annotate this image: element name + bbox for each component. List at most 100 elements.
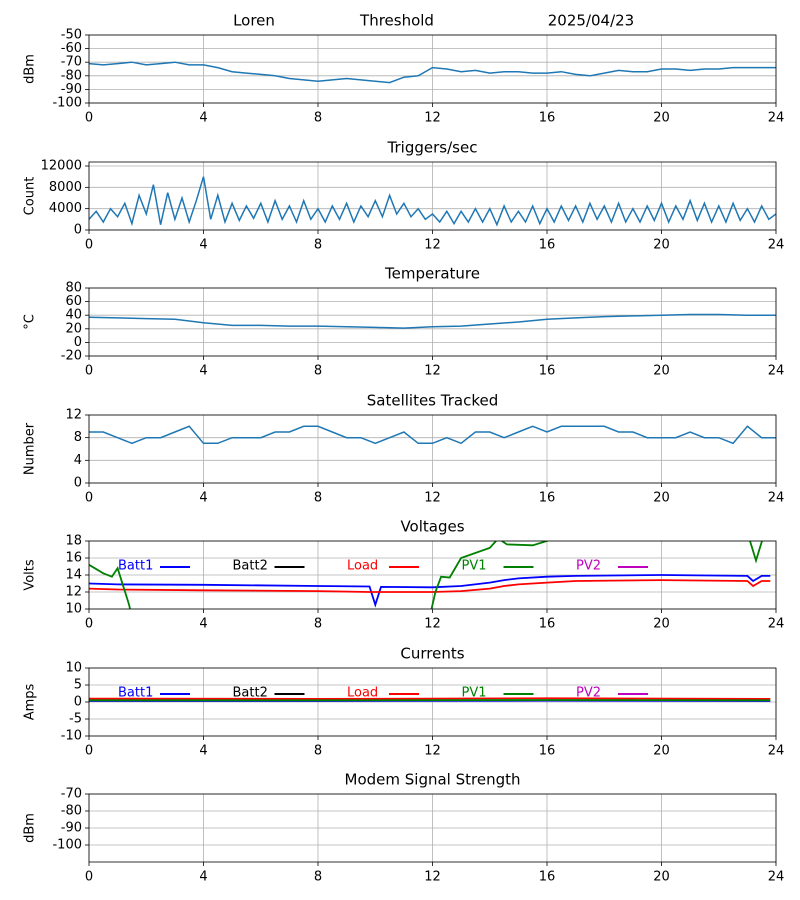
y-tick-label: 10 <box>65 602 82 617</box>
axes-frame <box>88 34 777 104</box>
y-tick-label: -90 <box>61 82 82 97</box>
y-axis-label: dBm <box>23 54 38 84</box>
y-tick-label: -70 <box>61 55 82 70</box>
y-tick-label: -5 <box>69 712 82 727</box>
chart-title: 2025/04/23 <box>548 12 634 30</box>
legend-label: Batt1 <box>118 686 153 701</box>
y-tick-label: -70 <box>61 787 82 802</box>
chart-title: Currents <box>400 645 464 663</box>
panel: Loren Threshold 2025/04/23 dBm 0 4 8 12 16 20 24 -5… <box>23 12 785 126</box>
x-tick-label: 8 <box>314 870 322 885</box>
x-tick-label: 12 <box>424 870 441 885</box>
x-tick-label: 12 <box>424 238 441 253</box>
legend-label: Load <box>347 686 378 701</box>
x-tick-label: 8 <box>314 491 322 506</box>
y-tick-label: 8 <box>74 430 82 445</box>
data-line <box>89 579 771 593</box>
y-tick-label: 0 <box>74 695 82 710</box>
chart-title: Threshold <box>359 12 434 30</box>
legend-label: PV2 <box>576 686 601 701</box>
x-tick-label: 20 <box>653 364 670 379</box>
x-tick-label: 8 <box>314 238 322 253</box>
panel: Voltages Volts 0 4 8 12 16 20 24 10 12 14 16 18 Batt1 B… <box>23 518 785 632</box>
x-tick-label: 4 <box>199 870 207 885</box>
y-axis-label: Number <box>23 422 38 475</box>
y-tick-label: -80 <box>61 68 82 83</box>
legend-label: PV2 <box>576 559 601 574</box>
y-tick-label: 16 <box>65 551 82 566</box>
x-tick-label: 4 <box>199 364 207 379</box>
x-tick-label: 0 <box>85 744 93 759</box>
axes-frame <box>88 793 777 863</box>
y-axis-label: Count <box>23 177 38 216</box>
y-tick-label: 60 <box>65 294 82 309</box>
legend-label: PV1 <box>462 686 487 701</box>
axes-frame <box>88 161 777 231</box>
legend-label: Batt2 <box>233 686 268 701</box>
y-tick-label: 5 <box>74 678 82 693</box>
y-tick-label: 4 <box>74 453 82 468</box>
y-tick-label: 40 <box>65 308 82 323</box>
y-axis-label: Volts <box>23 559 38 591</box>
y-tick-label: 18 <box>65 534 82 549</box>
x-tick-label: 20 <box>653 744 670 759</box>
x-tick-label: 24 <box>768 238 785 253</box>
data-line <box>89 697 771 700</box>
chart-title: Temperature <box>384 265 480 283</box>
panel: Currents Amps 0 4 8 12 16 20 24 -10 -5 0 5 10 Batt1 Bat… <box>23 645 785 759</box>
x-tick-label: 4 <box>199 744 207 759</box>
chart-title: Voltages <box>400 518 464 536</box>
y-tick-label: -20 <box>61 349 82 364</box>
data-line <box>89 541 763 609</box>
y-axis-label: dBm <box>23 813 38 843</box>
y-tick-label: 0 <box>74 223 82 238</box>
x-tick-label: 16 <box>539 238 556 253</box>
legend-label: PV1 <box>462 559 487 574</box>
x-tick-label: 24 <box>768 111 785 126</box>
data-line <box>89 574 771 608</box>
y-tick-label: -60 <box>61 41 82 56</box>
x-tick-label: 24 <box>768 617 785 632</box>
chart-title: Satellites Tracked <box>367 392 498 410</box>
y-tick-label: -80 <box>61 804 82 819</box>
y-tick-label: -90 <box>61 821 82 836</box>
x-tick-label: 4 <box>199 238 207 253</box>
x-tick-label: 16 <box>539 364 556 379</box>
x-tick-label: 12 <box>424 364 441 379</box>
y-tick-label: -50 <box>61 28 82 43</box>
x-tick-label: 8 <box>314 364 322 379</box>
y-tick-label: 20 <box>65 321 82 336</box>
x-tick-label: 24 <box>768 744 785 759</box>
x-tick-label: 24 <box>768 491 785 506</box>
x-tick-label: 24 <box>768 870 785 885</box>
y-tick-label: 8000 <box>49 180 82 195</box>
chart-title: Modem Signal Strength <box>345 771 521 789</box>
x-tick-label: 12 <box>424 111 441 126</box>
y-tick-label: 4000 <box>49 201 82 216</box>
x-tick-label: 0 <box>85 870 93 885</box>
x-tick-label: 16 <box>539 491 556 506</box>
x-tick-label: 20 <box>653 111 670 126</box>
x-tick-label: 8 <box>314 744 322 759</box>
data-line <box>89 61 776 84</box>
axes-frame <box>88 287 777 357</box>
chart-title: Loren <box>233 12 275 30</box>
x-tick-label: 0 <box>85 111 93 126</box>
panel: Triggers/sec Count 0 4 8 12 16 20 24 0 4000 8000 120… <box>23 139 785 253</box>
x-tick-label: 4 <box>199 491 207 506</box>
y-axis-label: °C <box>23 314 38 330</box>
data-line <box>89 425 776 445</box>
y-axis-label: Amps <box>23 683 38 720</box>
panel: Modem Signal Strength dBm 0 4 8 12 16 20 24 -70 -8… <box>23 771 785 885</box>
x-tick-label: 0 <box>85 238 93 253</box>
x-tick-label: 16 <box>539 617 556 632</box>
y-tick-label: -10 <box>61 729 82 744</box>
y-tick-label: -100 <box>52 838 82 853</box>
x-tick-label: 16 <box>539 870 556 885</box>
x-tick-label: 8 <box>314 617 322 632</box>
x-tick-label: 12 <box>424 617 441 632</box>
data-line <box>89 176 776 227</box>
data-line <box>89 313 776 329</box>
y-tick-label: -100 <box>52 96 82 111</box>
